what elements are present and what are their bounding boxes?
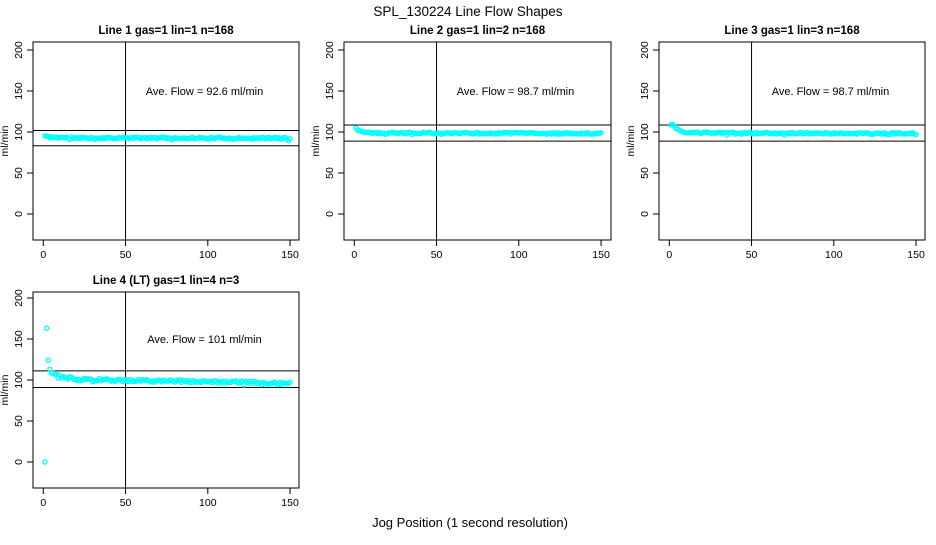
y-tick-label: 150 — [13, 82, 25, 100]
x-tick-label: 100 — [510, 249, 528, 261]
y-axis-title: ml/min — [0, 125, 11, 156]
y-tick-label: 200 — [13, 289, 25, 307]
x-tick-label: 0 — [666, 249, 672, 261]
panel-line1: 0 50 100 150 200 0 50 100 150 ml/min Line 1 gas=1 … — [0, 25, 300, 261]
x-tick-label: 50 — [431, 249, 443, 261]
data-point — [913, 131, 919, 138]
plot-box — [343, 41, 612, 241]
figure-title: SPL_130224 Line Flow Shapes — [373, 4, 562, 19]
plot-box — [32, 291, 300, 489]
data-point — [43, 325, 50, 332]
x-tick-label: 100 — [825, 249, 843, 261]
y-tick-label: 0 — [324, 211, 336, 217]
y-tick-label: 0 — [13, 211, 25, 217]
y-axis-title: ml/min — [310, 125, 322, 156]
data-point — [287, 135, 293, 142]
data-point — [42, 459, 48, 465]
data-point — [45, 357, 51, 364]
y-axis-title: ml/min — [0, 374, 11, 405]
x-tick-label: 0 — [351, 249, 357, 261]
panel-title: Line 1 gas=1 lin=1 n=168 — [98, 25, 234, 37]
x-tick-label: 50 — [120, 249, 132, 261]
x-tick-label: 100 — [199, 497, 217, 509]
panel-title: Line 3 gas=1 lin=3 n=168 — [724, 25, 860, 37]
data-point — [287, 379, 293, 386]
y-axis-title: ml/min — [625, 125, 637, 156]
plot-box — [658, 41, 926, 241]
y-tick-label: 100 — [639, 123, 651, 141]
x-tick-label: 100 — [199, 249, 217, 261]
panel-line3: 0 50 100 150 200 0 50 100 150 ml/min Line 3 gas=1 … — [625, 25, 926, 261]
data-points — [668, 121, 919, 138]
panel-line4: 0 50 100 150 200 0 50 100 150 ml/min Line 4 (LT) g… — [0, 275, 300, 509]
x-axis-title: Jog Position (1 second resolution) — [372, 515, 568, 530]
plot-box — [32, 41, 300, 241]
y-tick-label: 150 — [324, 82, 336, 100]
ave-flow-annotation: Ave. Flow = 98.7 ml/min — [772, 86, 889, 98]
data-point — [598, 130, 604, 136]
y-tick-label: 100 — [13, 371, 25, 389]
y-tick-label: 150 — [639, 82, 651, 100]
x-tick-label: 50 — [746, 249, 758, 261]
panels-group: 0 50 100 150 200 0 50 100 150 ml/min Line 1 gas=1 … — [0, 25, 926, 509]
panel-line2: 0 50 100 150 200 0 50 100 150 ml/min Line 2 gas=1 … — [310, 25, 612, 261]
ave-flow-annotation: Ave. Flow = 101 ml/min — [147, 334, 261, 346]
data-points — [42, 325, 293, 465]
y-tick-label: 50 — [13, 167, 25, 179]
y-tick-label: 100 — [13, 123, 25, 141]
panel-title: Line 2 gas=1 lin=2 n=168 — [410, 25, 546, 37]
y-tick-label: 200 — [639, 41, 651, 59]
y-tick-label: 0 — [13, 459, 25, 465]
y-tick-label: 0 — [639, 211, 651, 217]
y-tick-label: 100 — [324, 123, 336, 141]
y-tick-label: 150 — [13, 330, 25, 348]
ave-flow-annotation: Ave. Flow = 92.6 ml/min — [146, 86, 263, 98]
x-tick-label: 0 — [40, 497, 46, 509]
x-tick-label: 50 — [120, 497, 132, 509]
data-points — [353, 125, 604, 138]
y-tick-label: 50 — [13, 415, 25, 427]
x-tick-label: 150 — [281, 249, 299, 261]
x-tick-label: 0 — [40, 249, 46, 261]
y-tick-label: 200 — [324, 41, 336, 59]
y-tick-label: 200 — [13, 41, 25, 59]
x-tick-label: 150 — [907, 249, 925, 261]
y-tick-label: 50 — [324, 167, 336, 179]
ave-flow-annotation: Ave. Flow = 98.7 ml/min — [457, 86, 574, 98]
y-tick-label: 50 — [639, 167, 651, 179]
data-points — [42, 133, 293, 144]
x-tick-label: 150 — [592, 249, 610, 261]
x-tick-label: 150 — [281, 497, 299, 509]
panel-title: Line 4 (LT) gas=1 lin=4 n=3 — [93, 275, 239, 287]
